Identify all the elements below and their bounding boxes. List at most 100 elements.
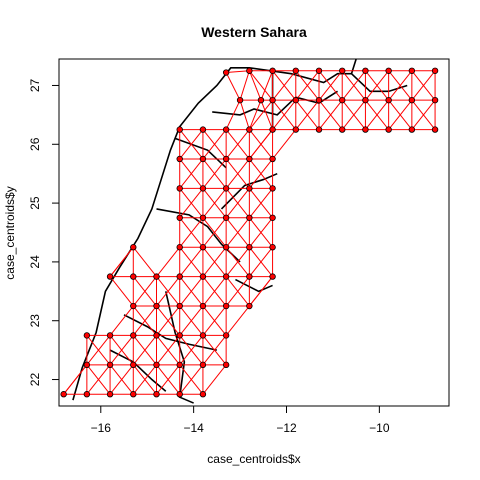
centroid-point <box>222 214 230 221</box>
centroid-point <box>385 126 392 133</box>
y-tick-label: 22 <box>28 373 42 387</box>
centroid-point <box>222 332 230 339</box>
centroid-point <box>257 96 265 104</box>
centroid-point <box>246 244 253 251</box>
centroid-point <box>83 332 91 339</box>
y-tick-label: 23 <box>28 314 42 328</box>
neighbour-link <box>411 99 436 130</box>
centroid-point <box>269 155 276 163</box>
neighbour-link <box>202 364 227 395</box>
neighbour-link <box>365 70 390 101</box>
neighbour-link <box>239 100 250 130</box>
neighbour-link <box>202 158 227 189</box>
x-tick-label: −14 <box>183 421 204 435</box>
neighbour-link <box>225 99 241 130</box>
centroid-point <box>246 126 253 133</box>
neighbour-link <box>225 217 250 248</box>
centroid-point <box>246 273 253 280</box>
neighbour-link <box>225 276 250 307</box>
neighbour-link <box>63 364 88 395</box>
centroid-point <box>246 67 253 74</box>
neighbour-link <box>179 217 204 248</box>
y-axis-label: case_centroids$y <box>3 186 17 279</box>
region-boundary <box>235 278 273 293</box>
neighbour-link <box>156 246 181 277</box>
centroid-point <box>199 185 207 192</box>
neighbour-link <box>295 99 320 130</box>
centroid-point <box>199 391 207 398</box>
neighbour-link <box>318 99 343 130</box>
neighbour-link <box>341 99 366 130</box>
centroid-point <box>269 96 276 104</box>
centroid-point <box>269 244 276 251</box>
neighbour-link <box>225 129 250 160</box>
centroid-point <box>83 391 91 398</box>
chart-title: Western Sahara <box>201 24 307 40</box>
neighbour-link <box>132 276 157 307</box>
centroid-point <box>408 126 416 133</box>
neighbour-link <box>260 70 274 101</box>
neighbour-link <box>179 246 204 277</box>
centroid-point <box>130 332 137 339</box>
centroid-point <box>153 332 160 339</box>
centroid-point <box>176 126 183 133</box>
neighbour-link <box>260 99 274 130</box>
centroid-point <box>269 67 276 74</box>
centroid-point <box>199 332 207 339</box>
centroid-point <box>269 273 276 280</box>
neighbour-link <box>202 246 227 277</box>
neighbour-link <box>295 70 320 101</box>
neighbour-link <box>341 70 366 101</box>
neighbour-link <box>109 246 134 277</box>
neighbour-link <box>225 158 250 189</box>
neighbour-link <box>225 72 241 101</box>
centroid-point <box>292 126 299 133</box>
neighbour-link <box>318 70 343 101</box>
y-axis: 22 23 24 25 26 27 <box>28 78 60 387</box>
centroid-point <box>130 273 137 280</box>
neighbour-link <box>179 129 204 160</box>
centroid-point <box>130 302 137 310</box>
centroid-point <box>315 67 323 74</box>
centroid-point <box>431 96 439 104</box>
neighbour-links <box>63 70 436 395</box>
neighbour-link <box>156 364 181 395</box>
centroid-point <box>408 96 416 104</box>
centroid-point <box>222 126 230 133</box>
neighbour-link <box>202 129 227 160</box>
centroid-point <box>315 96 323 104</box>
centroid-point <box>176 332 183 339</box>
neighbour-link <box>132 364 157 395</box>
region-boundary <box>156 208 241 263</box>
neighbour-link <box>388 70 413 101</box>
neighbour-link <box>388 99 413 130</box>
neighbour-link <box>239 70 250 101</box>
neighbour-link <box>202 188 227 219</box>
centroid-point <box>246 214 253 221</box>
centroid-point <box>385 96 392 104</box>
centroid-point <box>222 361 230 369</box>
neighbour-link <box>179 158 204 189</box>
centroid-point <box>199 214 207 221</box>
neighbour-link <box>156 305 181 336</box>
centroid-point <box>269 185 276 192</box>
centroid-point <box>199 155 207 163</box>
neighbour-link <box>248 129 273 160</box>
neighbour-link <box>156 335 181 366</box>
neighbour-link <box>248 99 262 130</box>
neighbour-link <box>109 276 134 307</box>
centroid-points <box>60 67 439 398</box>
centroid-point <box>106 273 114 280</box>
x-tick-label: −16 <box>91 421 112 435</box>
region-boundary <box>165 291 194 404</box>
neighbour-link <box>248 99 273 130</box>
neighbour-link <box>248 158 273 189</box>
centroid-point <box>199 244 207 251</box>
neighbour-link <box>248 188 273 219</box>
centroid-point <box>362 126 369 133</box>
centroid-point <box>315 126 323 133</box>
neighbour-link <box>248 217 273 248</box>
centroid-point <box>176 302 183 310</box>
centroid-point <box>222 185 230 192</box>
